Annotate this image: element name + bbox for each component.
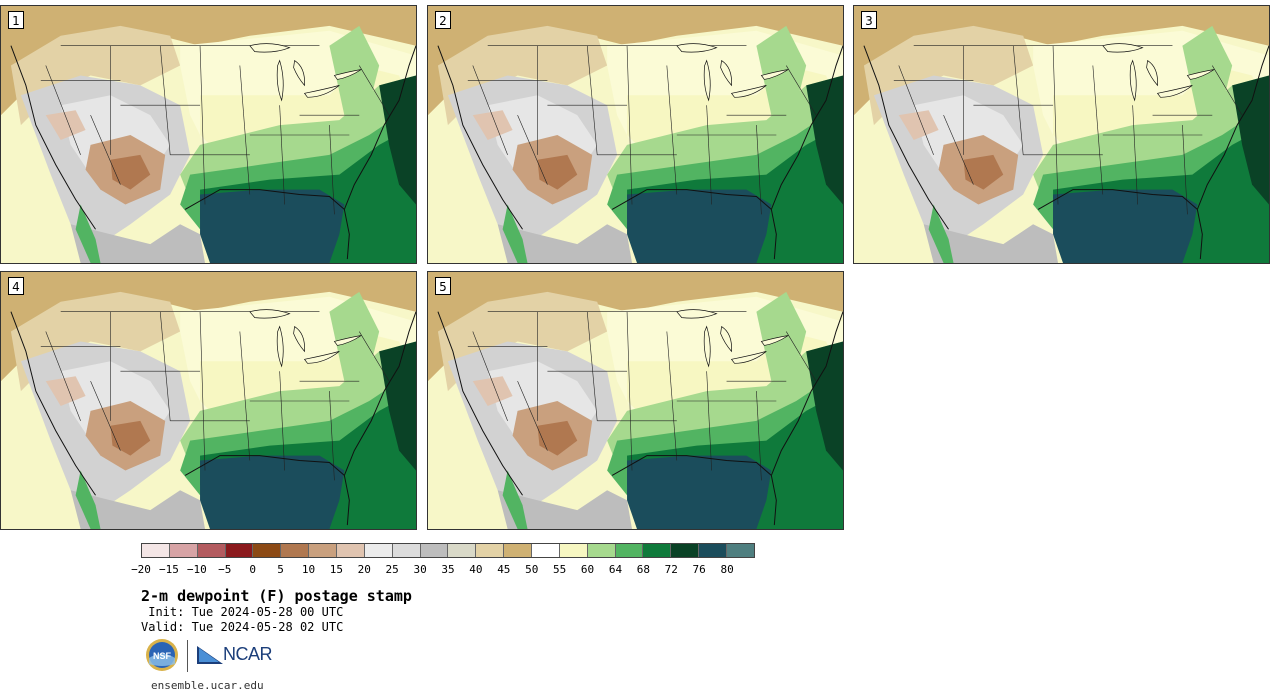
- colorbar-tick-label: 25: [385, 563, 399, 576]
- dewpoint-map-3: [854, 6, 1269, 263]
- map-panel-4[interactable]: 4: [0, 271, 417, 530]
- colorbar-swatch: [225, 544, 254, 557]
- map-panel-3[interactable]: 3: [853, 5, 1270, 264]
- colorbar-swatch: [671, 544, 700, 557]
- valid-time: Valid: Tue 2024-05-28 02 UTC: [141, 620, 344, 634]
- colorbar-tick-label: −15: [158, 563, 179, 576]
- colorbar-tick-label: −10: [186, 563, 207, 576]
- colorbar-swatch: [643, 544, 672, 557]
- colorbar-tick-label: 72: [664, 563, 678, 576]
- colorbar-tick-label: 50: [525, 563, 539, 576]
- colorbar-swatch: [281, 544, 310, 557]
- colorbar-tick-label: 15: [329, 563, 343, 576]
- colorbar-swatch: [532, 544, 560, 557]
- init-time: Init: Tue 2024-05-28 00 UTC: [141, 605, 344, 619]
- colorbar-swatch: [364, 544, 393, 557]
- dewpoint-map-5: [428, 272, 843, 529]
- colorbar-swatch: [420, 544, 449, 557]
- colorbar-swatch: [309, 544, 338, 557]
- panel-number-1: 1: [8, 11, 24, 29]
- colorbar-tick-label: 10: [301, 563, 316, 576]
- colorbar-swatch: [504, 544, 533, 557]
- dewpoint-map-4: [1, 272, 416, 529]
- colorbar-tick-label: 76: [692, 563, 706, 576]
- logo-divider: [187, 640, 188, 672]
- colorbar-swatch: [476, 544, 505, 557]
- colorbar-swatch: [197, 544, 226, 557]
- nsf-logo-icon[interactable]: NSF: [145, 638, 179, 672]
- ncar-logo-icon[interactable]: [197, 644, 223, 664]
- colorbar-tick-label: 60: [580, 563, 595, 576]
- colorbar-swatch: [559, 544, 588, 557]
- ncar-logo-text: NCAR: [223, 644, 273, 664]
- colorbar-tick-label: 68: [636, 563, 650, 576]
- colorbar-swatch: [587, 544, 616, 557]
- chart-title: 2-m dewpoint (F) postage stamp: [141, 587, 412, 605]
- colorbar-tick-label: −5: [218, 563, 232, 576]
- colorbar-tick-label: 30: [413, 563, 427, 576]
- colorbar-tick-label: 35: [441, 563, 455, 576]
- colorbar-swatch: [448, 544, 477, 557]
- panel-number-3: 3: [861, 11, 877, 29]
- colorbar-tick-label: 80: [720, 563, 734, 576]
- colorbar-tick-label: 40: [469, 563, 483, 576]
- colorbar-ticks: −20 −15 −10 −5 0 5 10 15 20 25 30 35 40 45 50 55 60 64 68 7…: [131, 563, 755, 577]
- colorbar-tick-label: 45: [497, 563, 511, 576]
- colorbar-swatch: [142, 544, 170, 557]
- colorbar-swatch: [699, 544, 728, 557]
- colorbar-tick-label: 20: [357, 563, 371, 576]
- colorbar-swatch: [337, 544, 365, 557]
- colorbar-swatch: [253, 544, 282, 557]
- colorbar: [141, 543, 755, 558]
- logos: NSF NCAR: [145, 638, 285, 676]
- map-panel-5[interactable]: 5: [427, 271, 844, 530]
- colorbar-tick-label: 55: [553, 563, 567, 576]
- site-url[interactable]: ensemble.ucar.edu: [151, 679, 264, 692]
- dewpoint-map-1: [1, 6, 416, 263]
- panel-number-2: 2: [435, 11, 451, 29]
- colorbar-tick-label: 5: [277, 563, 284, 576]
- colorbar-swatch: [169, 544, 198, 557]
- svg-text:NSF: NSF: [153, 651, 172, 661]
- map-panel-1[interactable]: 1: [0, 5, 417, 264]
- panel-number-4: 4: [8, 277, 24, 295]
- colorbar-tick-label: −20: [131, 563, 151, 576]
- map-panel-2[interactable]: 2: [427, 5, 844, 264]
- colorbar-swatch: [727, 544, 754, 557]
- colorbar-tick-label: 0: [249, 563, 256, 576]
- colorbar-swatch: [392, 544, 421, 557]
- panel-number-5: 5: [435, 277, 451, 295]
- colorbar-tick-label: 64: [608, 563, 623, 576]
- dewpoint-map-2: [428, 6, 843, 263]
- colorbar-swatch: [615, 544, 644, 557]
